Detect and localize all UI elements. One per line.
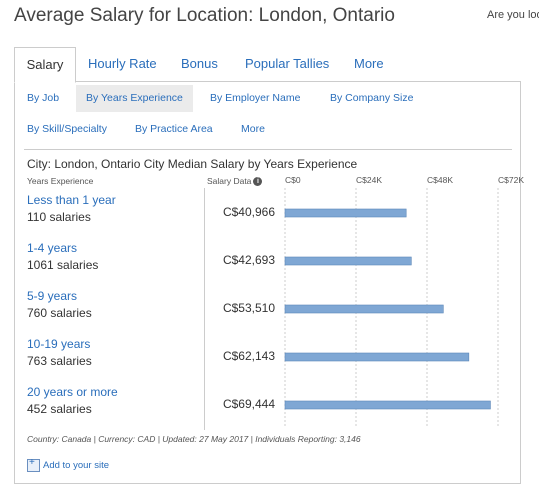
median-salary-value: C$69,444: [222, 397, 275, 411]
column-divider: [204, 188, 205, 430]
salary-count: 1061 salaries: [27, 258, 99, 272]
tab-salary[interactable]: Salary: [14, 47, 76, 83]
tab-hourly-rate[interactable]: Hourly Rate: [88, 56, 157, 71]
salary-bar: [284, 400, 491, 410]
experience-category-link[interactable]: 20 years or more: [27, 385, 118, 399]
salary-bar: [284, 256, 412, 266]
subnav-by-company-size[interactable]: By Company Size: [330, 92, 414, 104]
salary-count: 110 salaries: [27, 210, 91, 224]
experience-category-link[interactable]: 1-4 years: [27, 241, 78, 255]
subnav-by-skill-specialty[interactable]: By Skill/Specialty: [27, 123, 107, 135]
salary-count: 763 salaries: [27, 354, 92, 368]
salary-panel: [14, 81, 521, 484]
experience-category-link[interactable]: Less than 1 year: [27, 193, 116, 207]
salary-bar: [284, 208, 407, 218]
median-salary-value: C$42,693: [222, 253, 275, 267]
page-title: Average Salary for Location: London, Ont…: [14, 5, 395, 26]
experience-category-link[interactable]: 5-9 years: [27, 289, 78, 303]
salary-bar: [284, 352, 470, 362]
add-to-site-label: Add to your site: [43, 460, 110, 472]
panel-inner-divider: [24, 149, 512, 150]
x-tick-label: C$48K: [427, 175, 453, 185]
column-header-experience: Years Experience: [27, 176, 94, 186]
subnav-by-employer-name[interactable]: By Employer Name: [210, 92, 301, 104]
add-to-site-link[interactable]: Add to your site: [27, 457, 110, 472]
salary-count: 760 salaries: [27, 306, 92, 320]
x-tick-label: C$72K: [498, 175, 524, 185]
x-tick-label: C$0: [285, 175, 301, 185]
add-widget-icon: [27, 457, 40, 472]
info-icon[interactable]: i: [253, 177, 263, 187]
footer-note: Country: Canada | Currency: CAD | Update…: [27, 434, 361, 444]
tab-popular-tallies[interactable]: Popular Tallies: [245, 56, 330, 71]
tab-more[interactable]: More: [354, 56, 384, 71]
subnav-by-job[interactable]: By Job: [27, 92, 60, 104]
salary-count: 452 salaries: [27, 402, 92, 416]
experience-category-link[interactable]: 10-19 years: [27, 337, 91, 351]
x-tick-label: C$24K: [356, 175, 382, 185]
subnav-by-practice-area[interactable]: By Practice Area: [135, 123, 213, 135]
chart-title: City: London, Ontario City Median Salary…: [27, 157, 358, 171]
header-question-text[interactable]: Are you loo: [487, 9, 539, 21]
column-header-salary: Salary Data i: [207, 176, 263, 187]
salary-bar: [284, 304, 444, 314]
subnav-more[interactable]: More: [241, 123, 265, 135]
median-salary-value: C$40,966: [222, 205, 275, 219]
column-header-salary-label: Salary Data: [207, 176, 252, 186]
median-salary-value: C$53,510: [222, 301, 275, 315]
tab-bonus[interactable]: Bonus: [181, 56, 218, 71]
median-salary-value: C$62,143: [222, 349, 275, 363]
subnav-by-years-experience[interactable]: By Years Experience: [76, 85, 193, 112]
